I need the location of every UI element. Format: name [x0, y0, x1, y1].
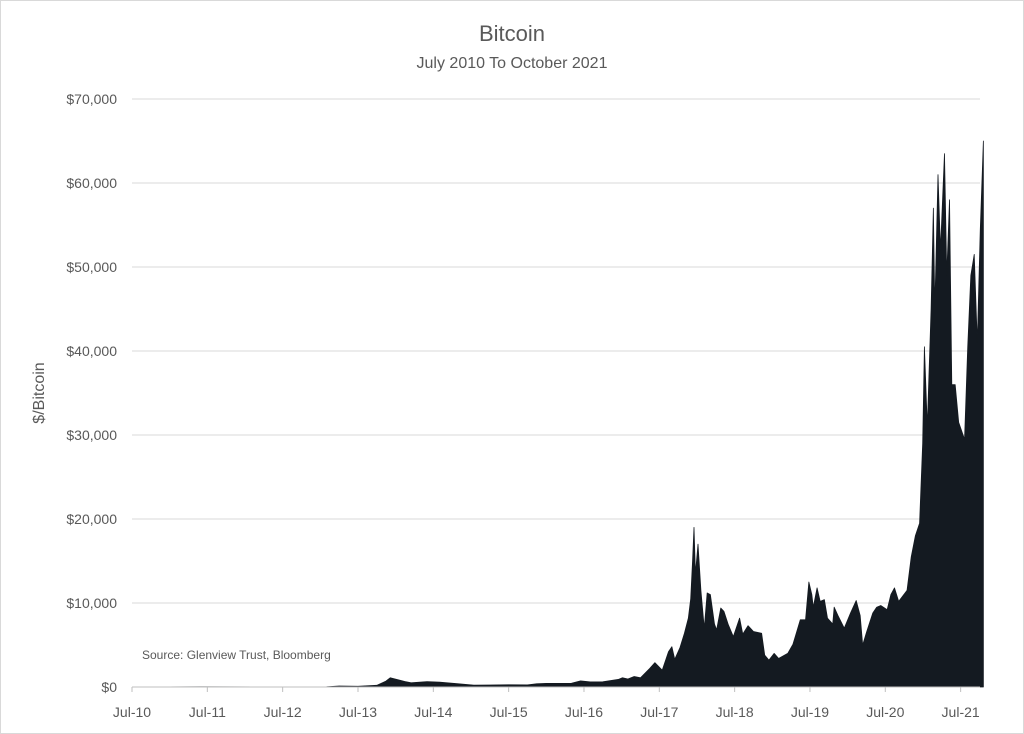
y-axis-ticks: $0 $10,000 $20,000 $30,000 $40,000 $50,000 $60…: [66, 91, 117, 695]
y-tick-label: $60,000: [66, 175, 117, 191]
x-tick-label: Jul-10: [113, 704, 151, 720]
chart-subtitle: July 2010 To October 2021: [417, 55, 608, 72]
y-axis-label: $/Bitcoin: [31, 362, 48, 423]
x-tick-label: Jul-14: [414, 704, 452, 720]
x-tick-label: Jul-19: [791, 704, 829, 720]
x-tick-label: Jul-21: [942, 704, 980, 720]
bitcoin-price-area: [134, 140, 984, 688]
x-tick-label: Jul-20: [866, 704, 904, 720]
y-tick-label: $40,000: [66, 343, 117, 359]
chart-title: Bitcoin: [479, 21, 545, 46]
gridlines: [132, 98, 980, 604]
x-tick-label: Jul-13: [339, 704, 377, 720]
x-tick-label: Jul-17: [640, 704, 678, 720]
x-tick-label: Jul-11: [189, 704, 226, 720]
x-tick-label: Jul-16: [565, 704, 603, 720]
x-tick-label: Jul-15: [490, 704, 528, 720]
y-tick-label: $0: [101, 679, 117, 695]
y-tick-label: $30,000: [66, 427, 117, 443]
x-tick-label: Jul-18: [716, 704, 754, 720]
source-note: Source: Glenview Trust, Bloomberg: [142, 648, 331, 662]
y-tick-label: $20,000: [66, 511, 117, 527]
area-series: [134, 140, 984, 688]
y-tick-label: $10,000: [66, 595, 117, 611]
y-tick-label: $70,000: [66, 91, 117, 107]
x-tick-label: Jul-12: [264, 704, 302, 720]
x-axis: Jul-10 Jul-11 Jul-12 Jul-13 Jul-14 Jul-15 Jul-…: [113, 686, 980, 720]
y-tick-label: $50,000: [66, 259, 117, 275]
